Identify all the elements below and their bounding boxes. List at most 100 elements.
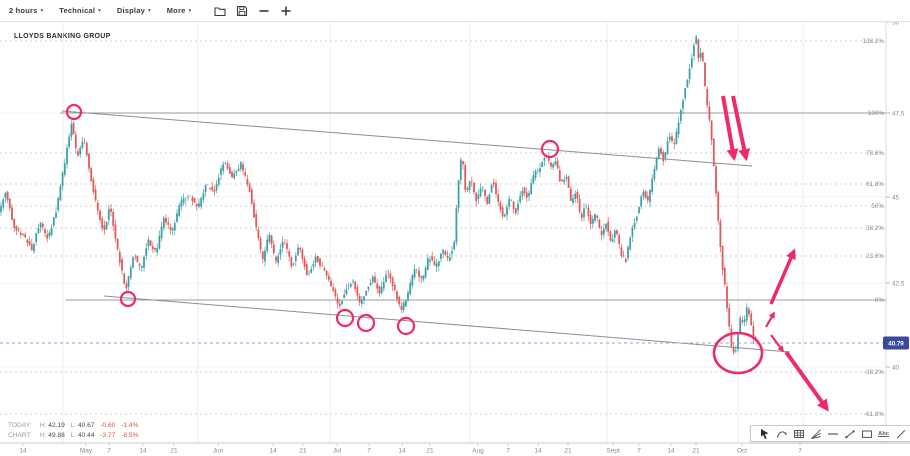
candlestick-series: [0, 34, 757, 355]
trendline-tool-icon[interactable]: [843, 427, 856, 440]
chevron-down-icon: ▾: [98, 7, 101, 14]
chevron-down-icon: ▾: [147, 7, 151, 14]
technical-dropdown-label: Technical: [59, 6, 96, 15]
annotation-circle[interactable]: [335, 308, 355, 328]
time-tick-label: Oct: [737, 448, 747, 455]
zoom-in-icon[interactable]: [279, 4, 292, 17]
annotation-ellipse[interactable]: [712, 331, 764, 375]
price-tick-label: 40: [892, 364, 900, 371]
fibonacci-levels: 138.2%100%78.6%61.8%50%38.2%23.6%0%-38.2…: [0, 38, 886, 418]
chart-stats-row: CHART: H: 49.88 L: 40.44 -3.77 -8.5%: [8, 431, 142, 441]
text-tool-icon[interactable]: Abc: [877, 427, 890, 440]
time-tick-label: 7: [107, 448, 111, 455]
fib-level-label: 78.6%: [866, 150, 884, 157]
open-folder-icon[interactable]: [213, 4, 226, 17]
annotation-arrow[interactable]: [784, 350, 829, 412]
time-tick-label: Jul: [333, 448, 342, 455]
chart-high-value: 49.88: [48, 432, 65, 439]
more-dropdown[interactable]: More ▾: [167, 6, 191, 15]
interval-dropdown-label: 2 hours: [9, 6, 38, 15]
chart-change: -3.77: [100, 432, 116, 439]
fib-grid-tool-icon[interactable]: [792, 427, 805, 440]
time-tick-label: 7: [367, 448, 371, 455]
today-high-key: H:: [39, 422, 47, 429]
hline-tool-icon[interactable]: [826, 427, 839, 440]
current-price-badge-label: 40.79: [888, 340, 904, 347]
time-tick-label: Sept: [606, 448, 620, 455]
chart-label: CHART:: [8, 432, 32, 439]
fib-level-label: -38.2%: [864, 369, 884, 376]
price-tick-label: 50: [892, 22, 900, 26]
annotation-circle[interactable]: [396, 316, 416, 336]
fib-level-label: -61.8%: [864, 411, 884, 418]
time-tick-label: Aug: [472, 448, 484, 455]
time-tick-label: 21: [564, 448, 572, 455]
top-toolbar-icons: [213, 4, 301, 17]
interval-dropdown[interactable]: 2 hours ▾: [9, 6, 43, 15]
time-tick-label: 14: [534, 448, 542, 455]
time-tick-label: 21: [692, 448, 700, 455]
drawing-toolbar: Abc: [750, 425, 910, 442]
annotation-circle[interactable]: [65, 103, 83, 121]
chevron-down-icon: ▾: [40, 7, 44, 14]
today-label: TODAY:: [8, 422, 32, 429]
fib-level-label: 138.2%: [863, 38, 885, 45]
time-tick-label: 14: [269, 448, 277, 455]
today-low-value: 40.67: [77, 422, 95, 429]
fib-level-label: 50%: [871, 203, 884, 210]
today-low-key: L:: [70, 422, 77, 429]
time-tick-label: 14: [19, 448, 27, 455]
more-dropdown-label: More: [166, 6, 186, 15]
current-price-badge: [883, 336, 909, 350]
chart-low-value: 40.44: [77, 432, 95, 439]
time-tick-label: Jun: [213, 448, 224, 455]
time-tick-label: 7: [798, 448, 802, 455]
time-axis[interactable]: 14 May 7 14 21 Jun 14 21 Jul 7 14 21 Aug 7 14 21 Sept 7 14…: [19, 443, 802, 455]
trend-line[interactable]: [61, 110, 753, 167]
today-stats-row: TODAY: H: 42.19 L: 40.67 -0.60 -1.4%: [8, 421, 142, 431]
pointer-tool-icon[interactable]: [758, 427, 771, 440]
time-tick-label: 14: [398, 448, 406, 455]
zoom-out-icon[interactable]: [257, 4, 270, 17]
trend-line[interactable]: [103, 295, 791, 353]
chart-change-pct: -8.5%: [121, 432, 139, 439]
display-dropdown-label: Display: [116, 6, 145, 15]
time-tick-label: 14: [139, 448, 147, 455]
time-tick-label: 14: [667, 448, 675, 455]
top-toolbar: 2 hours ▾ Technical ▾ Display ▾ More ▾: [0, 0, 910, 22]
annotation-arrow[interactable]: [721, 95, 739, 162]
line-tool-icon[interactable]: [894, 427, 907, 440]
price-tick-label: 42.5: [892, 280, 905, 287]
time-tick-label: 7: [637, 448, 641, 455]
annotation-arrow[interactable]: [731, 95, 751, 162]
annotation-arrow[interactable]: [769, 248, 796, 305]
annotation-circle[interactable]: [356, 313, 376, 333]
today-change-pct: -1.4%: [121, 422, 139, 429]
time-tick-label: 21: [426, 448, 434, 455]
fan-tool-icon[interactable]: [809, 427, 822, 440]
chart-canvas[interactable]: 138.2%100%78.6%61.8%50%38.2%23.6%0%-38.2…: [0, 22, 910, 456]
annotation-arrow[interactable]: [770, 334, 785, 353]
technical-dropdown[interactable]: Technical ▾: [59, 6, 101, 15]
annotation-circle[interactable]: [540, 139, 560, 159]
time-tick-label: 7: [506, 448, 510, 455]
save-icon[interactable]: [235, 4, 248, 17]
time-tick-label: May: [80, 448, 93, 455]
chevron-down-icon: ▾: [188, 7, 192, 14]
text-tool-label: Abc: [878, 430, 889, 437]
annotation-circle[interactable]: [119, 290, 137, 308]
time-tick-label: 21: [299, 448, 307, 455]
curve-tool-icon[interactable]: [775, 427, 788, 440]
rect-tool-icon[interactable]: [860, 427, 873, 440]
fib-level-label: 23.6%: [866, 253, 884, 260]
today-change: -0.60: [100, 422, 116, 429]
price-axis[interactable]: 50 47.5 45 42.5 40 40.79: [883, 22, 909, 371]
stats-legend: TODAY: H: 42.19 L: 40.67 -0.60 -1.4% CHA…: [8, 421, 142, 441]
annotation-arrow[interactable]: [765, 311, 775, 328]
symbol-label: LLOYDS BANKING GROUP: [14, 33, 111, 40]
display-dropdown[interactable]: Display ▾: [117, 6, 151, 15]
chart-low-key: L:: [70, 432, 77, 439]
today-high-value: 42.19: [48, 422, 65, 429]
price-tick-label: 45: [892, 194, 900, 201]
